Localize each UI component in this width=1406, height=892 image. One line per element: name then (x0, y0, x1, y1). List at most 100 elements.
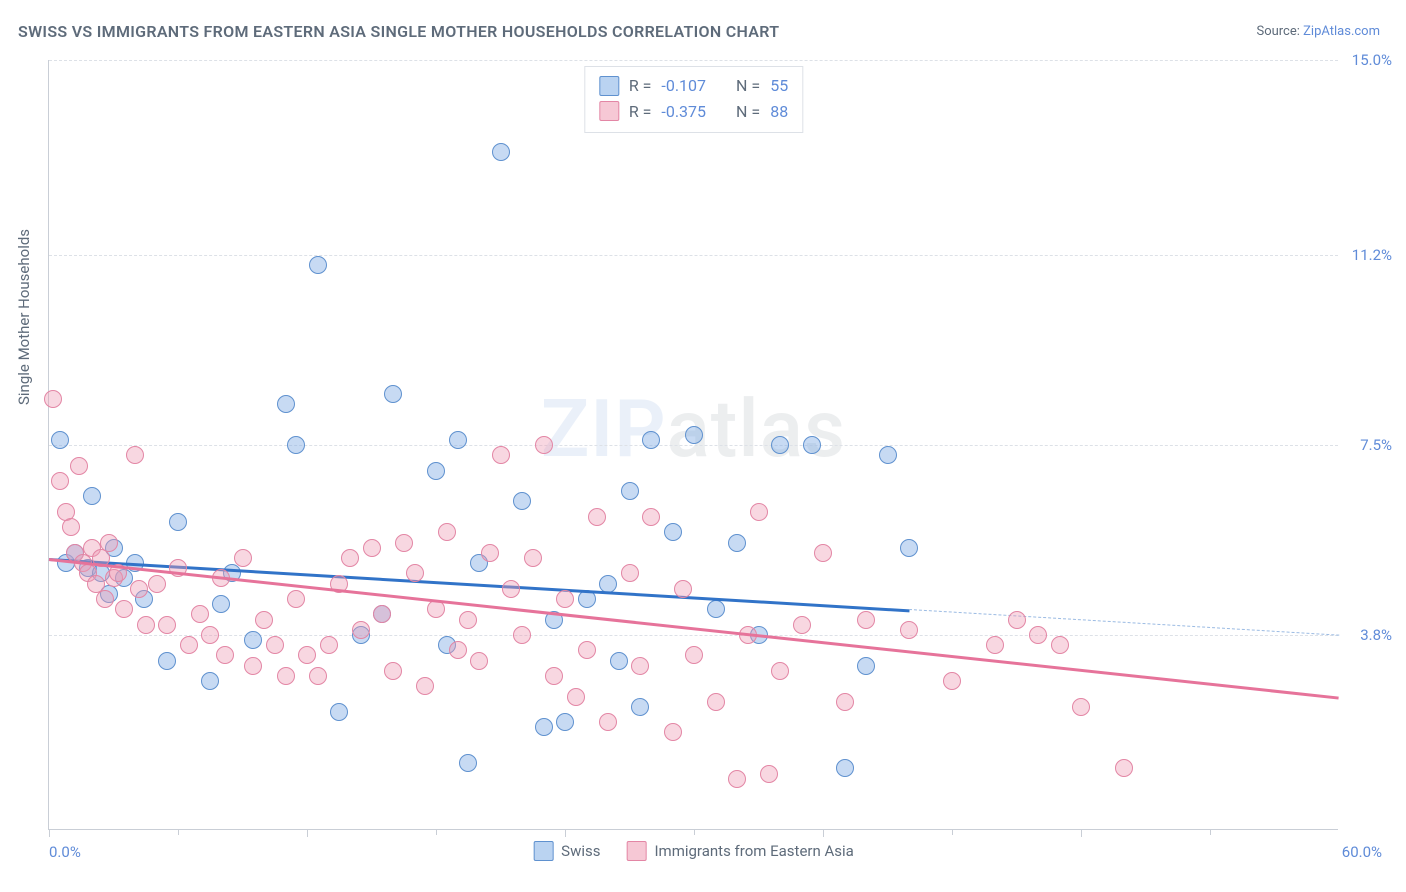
x-tick (823, 829, 824, 837)
data-point (793, 616, 811, 634)
data-point (100, 534, 118, 552)
source-prefix: Source: (1256, 24, 1303, 39)
data-point (320, 636, 338, 654)
data-point (664, 723, 682, 741)
data-point (803, 436, 821, 454)
data-point (158, 652, 176, 670)
legend-label: Immigrants from Eastern Asia (654, 842, 853, 860)
data-point (287, 436, 305, 454)
legend-swatch (626, 841, 646, 861)
data-point (287, 590, 305, 608)
data-point (191, 605, 209, 623)
data-point (857, 657, 875, 675)
data-point (449, 431, 467, 449)
data-point (1008, 611, 1026, 629)
data-point (728, 770, 746, 788)
legend-item: Swiss (533, 841, 600, 861)
data-point (502, 580, 520, 598)
data-point (212, 595, 230, 613)
data-point (631, 698, 649, 716)
data-point (449, 641, 467, 659)
data-point (115, 600, 133, 618)
data-point (395, 534, 413, 552)
data-point (309, 256, 327, 274)
data-point (760, 765, 778, 783)
data-point (556, 713, 574, 731)
data-point (201, 672, 219, 690)
data-point (62, 518, 80, 536)
data-point (621, 482, 639, 500)
data-point (513, 626, 531, 644)
data-point (255, 611, 273, 629)
data-point (384, 385, 402, 403)
data-point (535, 436, 553, 454)
gridline (49, 445, 1338, 446)
data-point (771, 662, 789, 680)
y-axis-right-label: 11.2% (1352, 246, 1392, 264)
y-axis-right-label: 15.0% (1352, 51, 1392, 69)
chart-title: SWISS VS IMMIGRANTS FROM EASTERN ASIA SI… (18, 22, 779, 41)
legend-item: Immigrants from Eastern Asia (626, 841, 853, 861)
data-point (44, 390, 62, 408)
stat-r-label: R = (629, 73, 652, 99)
x-tick (565, 829, 566, 837)
x-tick (307, 829, 308, 837)
data-point (201, 626, 219, 644)
data-point (642, 431, 660, 449)
legend-swatch (599, 101, 619, 121)
y-axis-right-label: 7.5% (1360, 436, 1392, 454)
stat-r-label: R = (629, 99, 652, 125)
source-attribution: Source: ZipAtlas.com (1256, 24, 1380, 39)
data-point (513, 492, 531, 510)
x-tick (952, 829, 953, 835)
data-point (298, 646, 316, 664)
x-tick (694, 829, 695, 835)
data-point (244, 657, 262, 675)
data-point (169, 513, 187, 531)
x-axis-min-label: 0.0% (49, 843, 81, 861)
legend-swatch (599, 76, 619, 96)
data-point (674, 580, 692, 598)
data-point (363, 539, 381, 557)
data-point (492, 446, 510, 464)
legend-label: Swiss (561, 842, 600, 860)
data-point (427, 462, 445, 480)
data-point (481, 544, 499, 562)
data-point (406, 564, 424, 582)
legend-swatch (533, 841, 553, 861)
data-point (51, 472, 69, 490)
data-point (1072, 698, 1090, 716)
data-point (244, 631, 262, 649)
data-point (771, 436, 789, 454)
trend-line (49, 558, 1339, 700)
data-point (578, 641, 596, 659)
stat-r-value: -0.107 (661, 73, 706, 99)
data-point (158, 616, 176, 634)
data-point (1029, 626, 1047, 644)
data-point (986, 636, 1004, 654)
stat-n-label: N = (736, 99, 760, 125)
stats-row: R = -0.107N = 55 (599, 73, 788, 99)
stats-box: R = -0.107N = 55R = -0.375N = 88 (584, 66, 803, 133)
data-point (588, 508, 606, 526)
data-point (879, 446, 897, 464)
data-point (277, 395, 295, 413)
data-point (330, 703, 348, 721)
stat-r-value: -0.375 (661, 99, 706, 125)
data-point (857, 611, 875, 629)
x-tick (1210, 829, 1211, 835)
data-point (685, 646, 703, 664)
data-point (545, 667, 563, 685)
stat-n-value: 88 (770, 99, 788, 125)
data-point (137, 616, 155, 634)
data-point (707, 600, 725, 618)
data-point (814, 544, 832, 562)
data-point (642, 508, 660, 526)
stat-n-label: N = (736, 73, 760, 99)
data-point (277, 667, 295, 685)
source-link[interactable]: ZipAtlas.com (1303, 24, 1380, 39)
data-point (130, 580, 148, 598)
data-point (836, 759, 854, 777)
data-point (836, 693, 854, 711)
y-axis-right-label: 3.8% (1360, 626, 1392, 644)
